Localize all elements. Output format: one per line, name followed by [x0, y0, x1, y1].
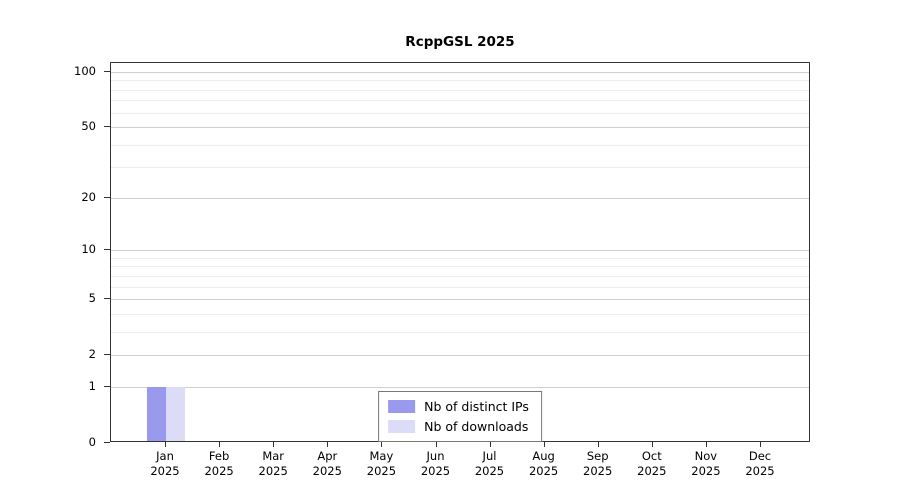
x-tick-mark	[760, 442, 761, 447]
gridline	[111, 112, 809, 114]
gridline	[111, 167, 809, 168]
gridline	[111, 126, 809, 128]
gridline	[111, 331, 809, 333]
y-tick-label: 2	[88, 346, 96, 361]
x-tick-mark	[543, 442, 545, 447]
y-tick-mark	[104, 125, 110, 127]
gridline	[111, 313, 809, 315]
y-tick-label: 50	[81, 118, 96, 133]
legend-swatch-distinct-ips	[388, 400, 416, 413]
x-tick-label: Mar 2025	[258, 449, 288, 478]
y-tick-mark	[104, 353, 110, 355]
gridline	[111, 299, 809, 300]
x-tick-mark	[489, 442, 491, 447]
x-tick-label: Jul 2025	[474, 449, 505, 478]
bar-nb-of-distinct-ips	[147, 387, 166, 441]
gridline	[111, 100, 809, 102]
legend-swatch-downloads	[388, 420, 416, 433]
y-tick-mark	[104, 71, 110, 72]
gridline	[111, 354, 809, 356]
y-tick-mark	[104, 442, 110, 443]
x-tick-mark	[597, 442, 599, 447]
legend-label-downloads: Nb of downloads	[424, 419, 529, 434]
gridline	[111, 387, 809, 389]
y-tick-mark	[104, 386, 110, 388]
legend-label-distinct-ips: Nb of distinct IPs	[424, 399, 529, 414]
y-tick-mark	[104, 298, 110, 299]
y-tick-label: 5	[88, 291, 96, 305]
x-tick-mark	[165, 442, 166, 447]
y-tick-label: 10	[81, 242, 96, 257]
gridline	[111, 286, 809, 288]
x-tick-mark	[381, 442, 383, 447]
y-tick-mark	[104, 197, 110, 199]
gridline	[111, 250, 809, 252]
gridline	[111, 89, 809, 91]
x-tick-label: Sep 2025	[583, 449, 613, 478]
x-tick-mark	[435, 442, 437, 447]
x-tick-mark	[705, 442, 707, 447]
legend-item: Nb of downloads	[388, 419, 529, 434]
x-tick-label: Aug 2025	[528, 449, 559, 478]
x-tick-label: Apr 2025	[312, 449, 342, 478]
gridline	[111, 266, 809, 268]
x-axis: Jan 2025 Feb 2025 Mar 2025 Apr 2025 May 2025…	[110, 449, 810, 483]
x-tick-mark	[273, 442, 275, 447]
x-tick-mark	[651, 442, 653, 447]
y-tick-label: 1	[88, 379, 96, 394]
x-tick-mark	[219, 442, 221, 447]
y-tick-label: 100	[74, 64, 96, 78]
bar-nb-of-downloads	[166, 387, 185, 441]
x-tick-label: Jun 2025	[420, 449, 451, 478]
y-tick-label: 0	[88, 435, 96, 449]
x-tick-label: Jan 2025	[150, 449, 180, 478]
legend: Nb of distinct IPs Nb of downloads	[378, 391, 542, 442]
x-tick-label: May 2025	[366, 449, 397, 478]
x-tick-mark	[327, 442, 329, 447]
legend-item: Nb of distinct IPs	[388, 399, 529, 414]
x-tick-label: Oct 2025	[637, 449, 667, 478]
gridline	[111, 80, 809, 82]
y-tick-mark	[104, 249, 110, 251]
gridline	[111, 144, 809, 146]
x-tick-label: Feb 2025	[204, 449, 234, 478]
chart-title: RcppGSL 2025	[405, 34, 515, 50]
gridline	[111, 72, 809, 73]
gridline	[111, 257, 809, 259]
gridline	[111, 275, 809, 277]
gridline	[111, 198, 809, 200]
y-axis: 0 1 2 5 10 20 50 100	[0, 62, 104, 449]
x-tick-label: Dec 2025	[745, 449, 775, 478]
y-tick-label: 20	[81, 190, 96, 205]
plot-area	[110, 62, 810, 442]
x-tick-label: Nov 2025	[691, 449, 721, 478]
